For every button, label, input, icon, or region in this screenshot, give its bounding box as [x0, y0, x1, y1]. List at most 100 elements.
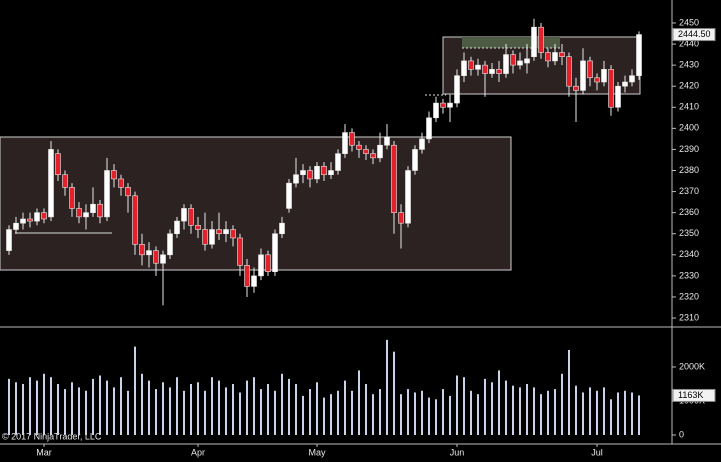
candle-body	[419, 138, 425, 150]
candle-body	[125, 187, 131, 197]
candle-body	[594, 77, 600, 83]
y-tick-label: 2320	[679, 291, 699, 301]
volume-bar	[575, 385, 577, 435]
candle-body	[440, 102, 446, 108]
y-tick-label: 2340	[679, 249, 699, 259]
volume-bar	[176, 377, 178, 435]
volume-bar	[456, 375, 458, 435]
volume-bar	[162, 382, 164, 435]
volume-bar	[449, 395, 451, 435]
volume-bar	[589, 387, 591, 435]
candle-body	[216, 229, 222, 235]
candle-body	[258, 254, 264, 277]
volume-bar	[386, 339, 388, 435]
candle-body	[587, 60, 593, 79]
candle-body	[146, 250, 152, 256]
volume-bar	[85, 390, 87, 435]
volume-bar	[232, 383, 234, 435]
candle-body	[300, 170, 306, 176]
y-tick-label: 2450	[679, 17, 699, 27]
volume-bar	[169, 387, 171, 435]
volume-bar	[302, 395, 304, 435]
candle-body	[405, 170, 411, 224]
volume-bar	[491, 382, 493, 435]
candle-body	[20, 218, 26, 224]
volume-bar	[638, 395, 640, 435]
volume-bar	[134, 346, 136, 435]
volume-bar	[526, 383, 528, 435]
volume-bar	[99, 375, 101, 435]
volume-bar	[414, 392, 416, 435]
watermark: © 2017 NinjaTrader, LLC	[2, 431, 102, 441]
candle-body	[559, 52, 565, 57]
volume-bar	[295, 383, 297, 435]
volume-bar	[540, 394, 542, 435]
candle-body	[580, 60, 586, 91]
candle-body	[13, 222, 19, 230]
volume-bar	[43, 373, 45, 435]
volume-bar	[36, 380, 38, 435]
volume-bar	[463, 377, 465, 435]
candle-body	[307, 170, 313, 180]
volume-bar	[8, 378, 10, 435]
x-tick-label: Mar	[36, 447, 52, 457]
volume-bar	[561, 373, 563, 435]
candle-body	[349, 132, 355, 146]
volume-bar	[344, 380, 346, 435]
candle-body	[545, 52, 551, 62]
candle-body	[97, 203, 103, 218]
candle-body	[202, 229, 208, 245]
volume-bar	[309, 389, 311, 435]
volume-bar	[253, 377, 255, 435]
last-value-box	[672, 388, 716, 402]
volume-bar	[512, 385, 514, 435]
volume-bar	[106, 380, 108, 435]
candle-body	[251, 275, 257, 287]
y-tick-label: 2360	[679, 207, 699, 217]
volume-bar	[127, 390, 129, 435]
volume-bar	[211, 377, 213, 435]
volume-bar	[274, 390, 276, 435]
volume-bar	[148, 380, 150, 435]
candle-body	[209, 229, 215, 245]
candle-body	[531, 26, 537, 57]
volume-bar	[57, 383, 59, 435]
candle-body	[328, 170, 334, 176]
candle-body	[622, 81, 628, 87]
y-tick-label: 2310	[679, 312, 699, 322]
candle-body	[447, 102, 453, 108]
volume-bar	[113, 387, 115, 435]
candle-body	[412, 149, 418, 171]
volume-bar	[288, 378, 290, 435]
volume-bar	[393, 351, 395, 435]
x-tick-label: Jun	[450, 447, 465, 457]
volume-bar	[470, 390, 472, 435]
candle-body	[62, 174, 68, 188]
volume-bar	[155, 389, 157, 435]
volume-bar	[421, 390, 423, 435]
candle-body	[608, 69, 614, 108]
y-tick-label: 2440	[679, 38, 699, 48]
candle-body	[363, 149, 369, 154]
volume-bar	[71, 382, 73, 435]
candle-body	[195, 225, 201, 230]
candle-body	[321, 165, 327, 176]
volume-bar	[337, 390, 339, 435]
price-zone	[0, 136, 512, 271]
y-tick-label: 2350	[679, 228, 699, 238]
candle-body	[111, 170, 117, 180]
candle-body	[48, 149, 54, 218]
candle-body	[566, 56, 572, 87]
volume-bar	[624, 390, 626, 435]
volume-bar	[400, 394, 402, 435]
candle-body	[601, 69, 607, 83]
volume-bar	[225, 387, 227, 435]
candle-body	[153, 250, 159, 264]
volume-bar	[197, 382, 199, 435]
candle-body	[90, 203, 96, 213]
volume-bar	[330, 394, 332, 435]
candle-body	[181, 208, 187, 222]
y-tick-label: 2370	[679, 186, 699, 196]
candle-body	[244, 265, 250, 287]
volume-bar	[204, 390, 206, 435]
